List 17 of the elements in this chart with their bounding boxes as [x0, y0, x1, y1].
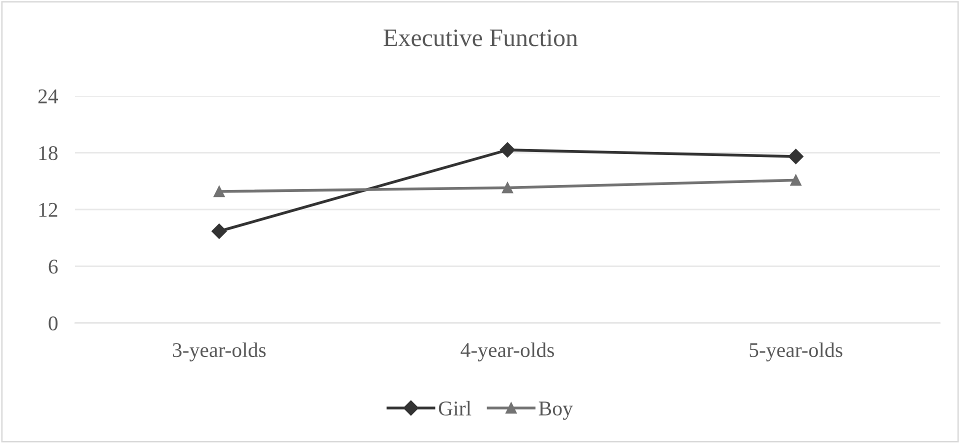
point [502, 182, 514, 194]
point [500, 142, 516, 158]
point [790, 174, 802, 186]
y-tick-label: 18 [39, 146, 58, 160]
point [214, 186, 225, 198]
x-tick-label: 4-year-olds [460, 342, 554, 362]
y-tick-label: 6 [48, 260, 58, 274]
x-tick-label: 3-year-olds [172, 342, 266, 362]
legend-label: Boy [538, 402, 573, 420]
legend-label: Girl [438, 400, 472, 416]
y-tick-label: 0 [48, 316, 58, 330]
point [212, 224, 227, 239]
point [788, 148, 804, 164]
y-tick-label: 12 [39, 202, 58, 217]
chart-title: Executive Function [384, 29, 578, 46]
y-tick-label: 24 [38, 89, 58, 104]
x-tick-label: 5-year-olds [750, 342, 842, 362]
